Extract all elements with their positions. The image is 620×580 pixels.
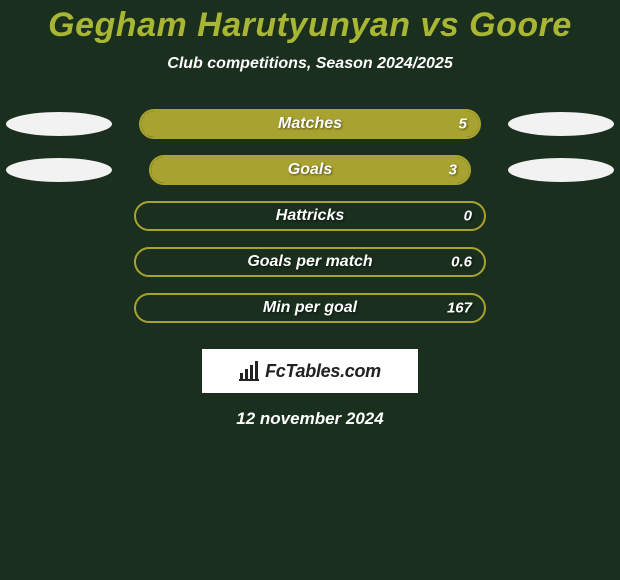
stat-label: Matches <box>278 115 342 133</box>
stat-label: Hattricks <box>276 207 344 225</box>
stat-value: 0.6 <box>451 254 472 271</box>
stat-row: Min per goal 167 <box>0 285 620 331</box>
player-ellipse-right <box>508 112 614 136</box>
stat-rows: Matches 5 Goals 3 Hattricks 0 Goals per match 0… <box>0 101 620 331</box>
stat-label: Goals per match <box>247 253 372 271</box>
subtitle: Club competitions, Season 2024/2025 <box>0 55 620 73</box>
player-ellipse-left <box>6 112 112 136</box>
logo-text: FcTables.com <box>265 361 381 382</box>
stat-value: 5 <box>459 116 467 133</box>
stat-value: 0 <box>464 208 472 225</box>
stat-bar: Goals per match 0.6 <box>134 247 486 277</box>
stat-label: Goals <box>288 161 332 179</box>
stat-row: Hattricks 0 <box>0 193 620 239</box>
stat-row: Goals per match 0.6 <box>0 239 620 285</box>
stat-row: Matches 5 <box>0 101 620 147</box>
stat-value: 3 <box>449 162 457 179</box>
stat-bar: Hattricks 0 <box>134 201 486 231</box>
date-text: 12 november 2024 <box>0 409 620 429</box>
logo: FcTables.com <box>239 361 381 382</box>
stat-bar: Goals 3 <box>149 155 471 185</box>
stat-value: 167 <box>447 300 472 317</box>
stat-bar: Matches 5 <box>139 109 481 139</box>
stat-row: Goals 3 <box>0 147 620 193</box>
stat-bar: Min per goal 167 <box>134 293 486 323</box>
player-ellipse-right <box>508 158 614 182</box>
bar-chart-icon <box>239 361 261 381</box>
logo-box: FcTables.com <box>202 349 418 393</box>
stat-label: Min per goal <box>263 299 357 317</box>
page-title: Gegham Harutyunyan vs Goore <box>0 0 620 45</box>
player-ellipse-left <box>6 158 112 182</box>
